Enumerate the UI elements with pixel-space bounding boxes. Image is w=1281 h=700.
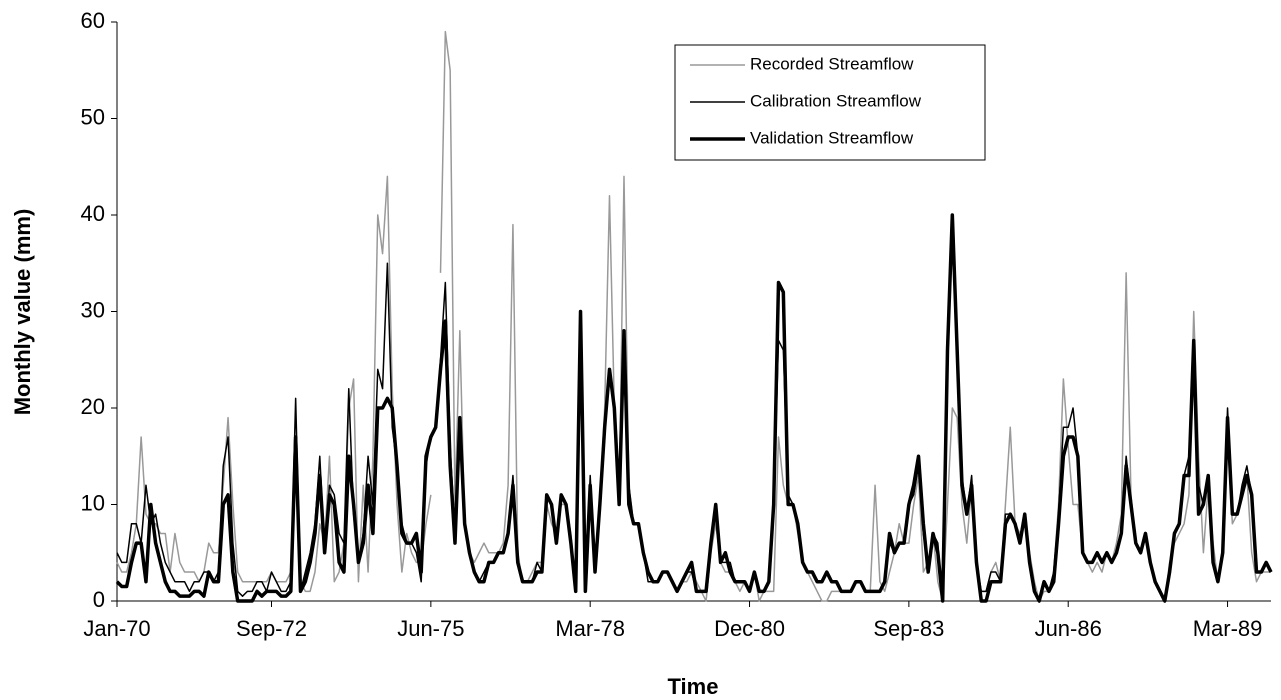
series-line [116,223,1272,602]
y-tick-label: 60 [81,8,105,33]
x-tick-label: Jun-86 [1035,616,1102,641]
y-tick-label: 30 [81,297,105,322]
x-tick-label: Jun-75 [397,616,464,641]
legend-box [674,44,986,161]
legend-label: Recorded Streamflow [750,54,914,73]
y-tick-label: 10 [81,490,105,515]
y-tick-label: 50 [81,104,105,129]
y-tick-label: 20 [81,394,105,419]
series-line [116,175,432,593]
legend-label: Calibration Streamflow [750,91,922,110]
series-line [115,213,1273,603]
y-tick-label: 0 [93,587,105,612]
y-tick-label: 40 [81,201,105,226]
x-tick-label: Jan-70 [83,616,150,641]
x-tick-label: Sep-83 [873,616,944,641]
x-tick-label: Dec-80 [714,616,785,641]
x-tick-label: Sep-72 [236,616,307,641]
y-axis-title: Monthly value (mm) [10,209,35,416]
x-tick-label: Mar-89 [1193,616,1263,641]
x-axis-title: Time [668,674,719,699]
legend-label: Validation Streamflow [750,128,914,147]
x-tick-label: Mar-78 [555,616,625,641]
